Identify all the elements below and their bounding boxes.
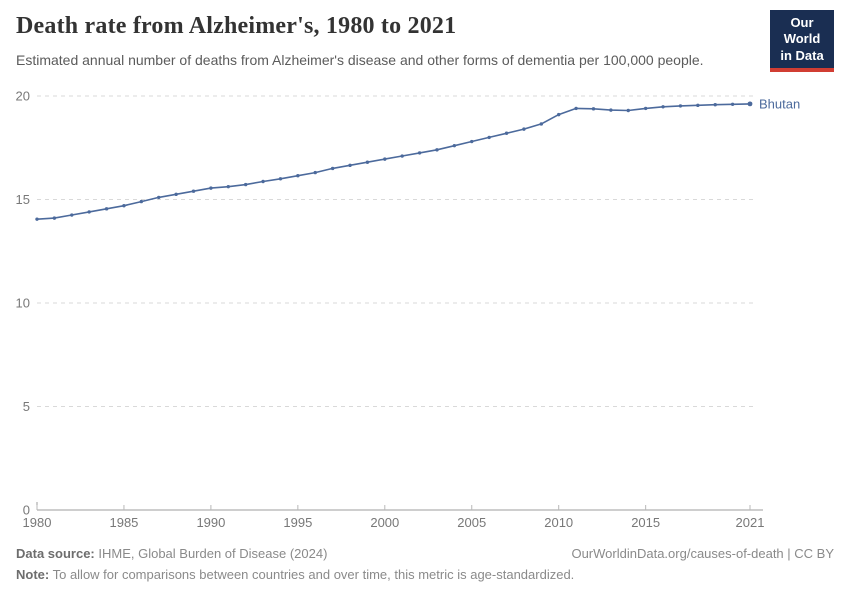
data-point-bhutan-2003[interactable]: [435, 148, 439, 152]
chart-footer: Data source: IHME, Global Burden of Dise…: [16, 543, 834, 585]
y-tick-label-0: 0: [23, 503, 30, 518]
data-point-bhutan-1991[interactable]: [226, 184, 230, 189]
footer-row-2: Note: To allow for comparisons between c…: [16, 564, 834, 585]
y-tick-label-5: 5: [23, 399, 30, 414]
data-point-bhutan-1983[interactable]: [87, 210, 91, 214]
data-point-bhutan-1999[interactable]: [365, 160, 370, 164]
x-tick-label-1990: 1990: [196, 515, 225, 530]
owid-citation-link[interactable]: OurWorldinData.org/causes-of-death | CC …: [571, 546, 834, 561]
data-point-bhutan-1981[interactable]: [52, 216, 57, 220]
data-point-bhutan-1982[interactable]: [70, 213, 74, 217]
footer-row-1: Data source: IHME, Global Burden of Dise…: [16, 543, 834, 564]
y-tick-label-15: 15: [16, 192, 30, 207]
data-point-bhutan-2021[interactable]: [747, 101, 753, 107]
series-end-label-bhutan: Bhutan: [759, 96, 800, 111]
data-point-bhutan-2011[interactable]: [574, 106, 578, 111]
data-point-bhutan-1998[interactable]: [348, 163, 352, 168]
y-tick-label-20: 20: [16, 89, 30, 104]
data-point-bhutan-2004[interactable]: [452, 143, 457, 148]
data-point-bhutan-1985[interactable]: [122, 204, 126, 208]
data-point-bhutan-1984[interactable]: [104, 207, 109, 211]
data-point-bhutan-2005[interactable]: [470, 139, 474, 144]
x-tick-label-2015: 2015: [631, 515, 660, 530]
note-value: To allow for comparisons between countri…: [49, 567, 575, 582]
data-point-bhutan-2013[interactable]: [609, 108, 613, 112]
data-source-value: IHME, Global Burden of Disease (2024): [94, 546, 328, 561]
data-point-bhutan-1994[interactable]: [278, 177, 283, 181]
data-point-bhutan-2010[interactable]: [557, 112, 561, 117]
owid-logo[interactable]: Our World in Data: [770, 10, 834, 72]
data-source-text: Data source: IHME, Global Burden of Dise…: [16, 543, 327, 564]
data-point-bhutan-2019[interactable]: [713, 102, 717, 107]
data-point-bhutan-1990[interactable]: [209, 186, 213, 190]
data-point-bhutan-2017[interactable]: [678, 104, 683, 108]
page-title: Death rate from Alzheimer's, 1980 to 202…: [16, 13, 457, 39]
line-series-bhutan[interactable]: [36, 103, 751, 220]
data-point-bhutan-2014[interactable]: [626, 108, 630, 113]
x-tick-label-1980: 1980: [23, 515, 52, 530]
data-source-label: Data source:: [16, 546, 95, 561]
data-point-bhutan-1997[interactable]: [330, 166, 335, 171]
data-point-bhutan-2015[interactable]: [643, 106, 648, 111]
data-point-bhutan-2008[interactable]: [522, 127, 526, 131]
x-tick-label-2021: 2021: [736, 515, 765, 530]
data-point-bhutan-2001[interactable]: [400, 154, 404, 158]
data-point-bhutan-1989[interactable]: [191, 189, 196, 193]
data-point-bhutan-2016[interactable]: [661, 105, 665, 109]
data-point-bhutan-1996[interactable]: [313, 170, 317, 175]
data-point-bhutan-1987[interactable]: [157, 195, 161, 200]
data-point-bhutan-2006[interactable]: [487, 135, 491, 140]
note-text: Note: To allow for comparisons between c…: [16, 564, 574, 585]
page-subtitle: Estimated annual number of deaths from A…: [16, 52, 704, 68]
y-tick-label-10: 10: [16, 296, 30, 311]
data-point-bhutan-2020[interactable]: [730, 102, 735, 106]
owid-logo-line-2: in Data: [780, 47, 824, 63]
data-point-bhutan-1993[interactable]: [261, 179, 265, 184]
data-point-bhutan-1992[interactable]: [243, 182, 248, 187]
x-tick-label-1995: 1995: [283, 515, 312, 530]
data-point-bhutan-2009[interactable]: [539, 122, 544, 126]
data-point-bhutan-2002[interactable]: [417, 151, 422, 155]
x-tick-label-2005: 2005: [457, 515, 486, 530]
data-point-bhutan-2018[interactable]: [696, 103, 700, 108]
note-label: Note:: [16, 567, 50, 582]
data-point-bhutan-1988[interactable]: [174, 192, 178, 197]
data-point-bhutan-1986[interactable]: [139, 199, 144, 204]
x-tick-label-2010: 2010: [544, 515, 573, 530]
data-point-bhutan-1980[interactable]: [35, 217, 39, 221]
data-point-bhutan-1995[interactable]: [296, 173, 300, 178]
x-tick-label-2000: 2000: [370, 515, 399, 530]
data-point-bhutan-2012[interactable]: [591, 107, 596, 111]
data-point-bhutan-2000[interactable]: [383, 157, 387, 161]
data-point-bhutan-2007[interactable]: [504, 131, 509, 135]
owid-logo-line-1: Our World: [783, 15, 821, 47]
x-tick-label-1985: 1985: [109, 515, 138, 530]
